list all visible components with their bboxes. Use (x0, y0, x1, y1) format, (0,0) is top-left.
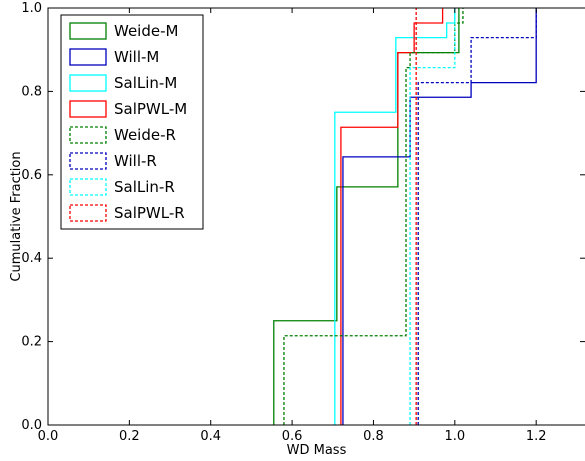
x-tick-label: 1.0 (444, 429, 465, 444)
legend-label-sallin-r: SalLin-R (114, 178, 175, 196)
series-layer (273, 8, 537, 425)
legend-swatch-salpwl-m (69, 100, 107, 118)
legend-swatch-weide-m (69, 22, 107, 40)
series-sallin-r (409, 8, 456, 425)
legend: Weide-M Will-M SalLin-M SalPWL-M Weide-R Will… (60, 14, 204, 230)
legend-label-will-m: Will-M (114, 48, 159, 66)
legend-swatch-sallin-m (69, 74, 107, 92)
y-tick-label: 0.8 (21, 84, 42, 99)
series-will-m (342, 8, 537, 425)
x-tick-label: 0.4 (200, 429, 221, 444)
x-tick-label: 0.0 (38, 429, 59, 444)
legend-swatch-will-m (69, 48, 107, 66)
legend-label-salpwl-m: SalPWL-M (114, 100, 187, 118)
y-tick-label: 0.4 (21, 251, 42, 266)
legend-label-will-r: Will-R (114, 152, 157, 170)
x-axis-label: WD Mass (287, 443, 347, 458)
x-tick-label: 0.6 (282, 429, 303, 444)
x-tick-label: 0.8 (363, 429, 384, 444)
y-tick-label: 0.2 (21, 335, 42, 350)
y-tick-label: 0.0 (21, 418, 42, 433)
legend-swatch-weide-r (69, 126, 107, 144)
axes-layer (47, 7, 585, 426)
legend-swatch-sallin-r (69, 178, 107, 196)
legend-swatch-salpwl-r (69, 204, 107, 222)
series-sallin-m (334, 8, 456, 425)
plot-frame (47, 7, 585, 426)
y-tick-label: 1.0 (21, 1, 42, 16)
legend-label-salpwl-r: SalPWL-R (114, 204, 185, 222)
series-weide-m (273, 8, 460, 425)
series-will-r (417, 8, 537, 425)
legend-label-weide-r: Weide-R (114, 126, 176, 144)
x-tick-label: 0.2 (119, 429, 140, 444)
y-axis-ticks: 0.0 0.2 0.4 0.6 0.8 1.0 (21, 1, 585, 433)
y-tick-label: 0.6 (21, 168, 42, 183)
legend-label-sallin-m: SalLin-M (114, 74, 177, 92)
legend-swatch-will-r (69, 152, 107, 170)
y-axis-label: Cumulative Fraction (9, 151, 24, 281)
x-axis-ticks: 0.0 0.2 0.4 0.6 0.8 1.0 1.2 (38, 8, 547, 444)
legend-box (60, 14, 204, 230)
legend-label-weide-m: Weide-M (114, 22, 178, 40)
series-salpwl-m (340, 8, 444, 425)
x-tick-label: 1.2 (526, 429, 547, 444)
series-weide-r (283, 8, 464, 425)
